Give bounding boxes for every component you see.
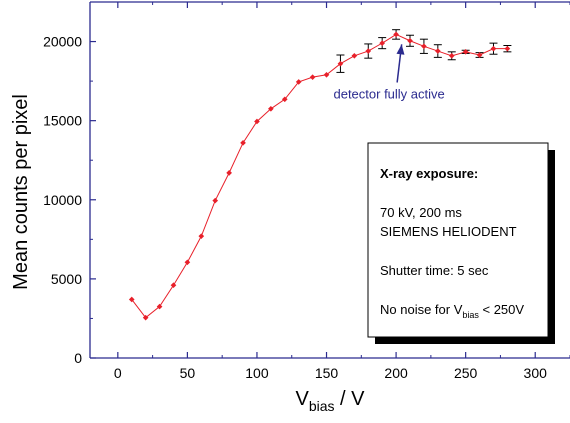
data-point (240, 139, 246, 146)
x-tick-label: 0 (114, 365, 122, 381)
data-point (504, 45, 511, 52)
y-tick-label: 5000 (51, 271, 82, 287)
data-point (184, 259, 191, 266)
data-point (156, 303, 163, 310)
x-axis-title-unit: / V (335, 388, 366, 410)
y-axis-title: Mean counts per pixel (10, 94, 32, 290)
data-point (226, 170, 232, 176)
data-point (281, 96, 288, 103)
data-point (407, 37, 413, 44)
x-tick-label: 300 (524, 365, 548, 381)
data-point (128, 296, 135, 303)
annotation-arrow-head (396, 44, 405, 55)
x-axis-title: Vbias / V (295, 388, 365, 414)
data-point (323, 71, 330, 78)
data-point (393, 31, 399, 38)
legend-title: X-ray exposure: (380, 166, 478, 181)
x-tick-label: 250 (454, 365, 478, 381)
data-point (309, 74, 316, 80)
data-point (254, 118, 260, 125)
data-point (421, 43, 427, 50)
legend-line-1: 70 kV, 200 ms (380, 205, 462, 220)
x-axis-title-sub: bias (309, 398, 335, 414)
legend-line-4-pre: No noise for V (380, 302, 463, 317)
data-point (434, 48, 441, 54)
legend-line-3: Shutter time: 5 sec (380, 263, 489, 278)
data-point (490, 45, 497, 52)
y-tick-label: 0 (74, 350, 82, 366)
x-tick-label: 50 (180, 365, 196, 381)
x-tick-label: 200 (384, 365, 408, 381)
data-point (212, 197, 219, 204)
data-point (351, 52, 358, 59)
x-axis-title-main: V (295, 388, 309, 410)
legend-line-2: SIEMENS HELIODENT (380, 224, 517, 239)
y-tick-label: 20000 (43, 34, 82, 50)
annotation-text: detector fully active (333, 87, 444, 102)
y-tick-label: 10000 (43, 192, 82, 208)
data-point (268, 105, 274, 112)
y-tick-label: 15000 (43, 113, 82, 129)
data-point (379, 40, 386, 46)
series-line (131, 33, 508, 319)
data-point (295, 79, 302, 85)
legend-box (367, 142, 549, 338)
x-tick-label: 100 (245, 365, 269, 381)
data-point (448, 52, 455, 59)
legend-line-4-post: < 250V (479, 302, 525, 317)
legend-line-4-sub: bias (462, 310, 479, 320)
data-point (198, 233, 205, 239)
data-point (142, 314, 149, 321)
data-point (365, 48, 372, 54)
x-tick-label: 150 (315, 365, 339, 381)
legend-line-4: No noise for Vbias < 250V (380, 302, 524, 320)
data-point (170, 282, 177, 289)
